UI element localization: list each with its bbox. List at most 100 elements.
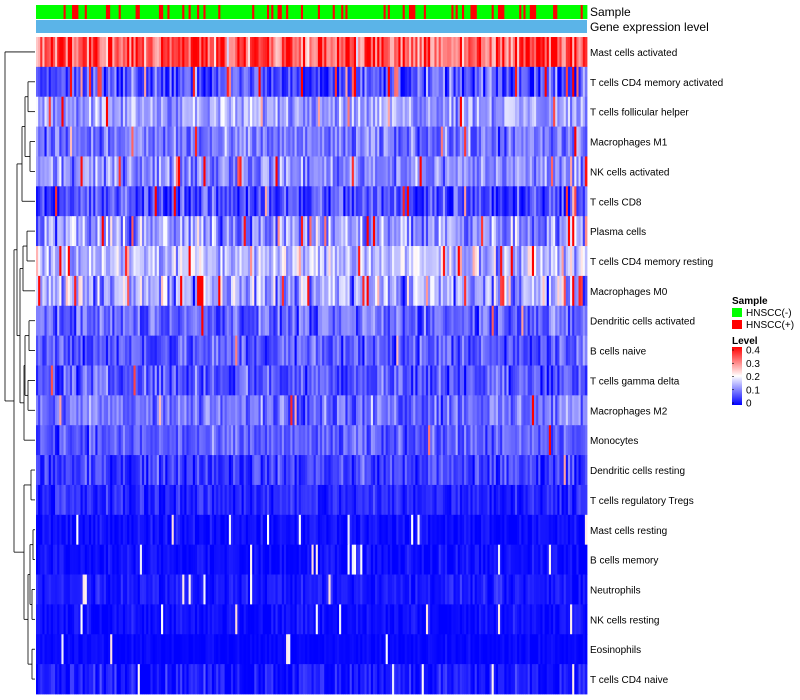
heatmap-cell — [582, 544, 586, 575]
heatmap-cell — [517, 484, 520, 516]
heatmap-cell — [523, 37, 526, 68]
heatmap-cell — [423, 246, 427, 277]
heatmap-cell — [550, 335, 554, 366]
heatmap-cell — [339, 335, 342, 366]
heatmap-cell — [307, 305, 310, 337]
heatmap-cell — [44, 305, 47, 337]
heatmap-cell — [72, 365, 75, 396]
heatmap-cell — [209, 544, 213, 575]
heatmap-cell — [368, 305, 372, 337]
heatmap-cell — [156, 335, 160, 366]
heatmap-cell — [169, 186, 173, 217]
heatmap-cell — [241, 96, 245, 127]
heatmap-cell — [362, 156, 365, 187]
heatmap-cell — [521, 395, 524, 426]
heatmap-cell — [534, 455, 537, 486]
heatmap-cell — [345, 126, 348, 157]
heatmap-cell — [161, 96, 164, 127]
heatmap-cell — [209, 216, 213, 247]
heatmap-cell — [315, 186, 319, 217]
heatmap-cell — [404, 246, 408, 277]
heatmap-cell — [42, 484, 45, 516]
heatmap-cell — [387, 395, 391, 426]
heatmap-cell — [275, 305, 278, 337]
heatmap-cell — [343, 96, 346, 127]
heatmap-cell — [146, 484, 149, 516]
heatmap-cell — [417, 335, 420, 366]
heatmap-cell — [57, 186, 60, 217]
heatmap-cell — [408, 66, 412, 98]
heatmap-cell — [44, 66, 47, 98]
heatmap-cell — [148, 514, 151, 546]
heatmap-cell — [59, 275, 62, 307]
heatmap-cell — [559, 425, 562, 456]
heatmap-cell — [279, 544, 283, 575]
heatmap-cell — [377, 514, 380, 546]
heatmap-cell — [432, 514, 435, 546]
heatmap-cell — [298, 37, 302, 68]
heatmap-cell — [163, 305, 166, 337]
heatmap-cell — [349, 514, 353, 546]
heatmap-cell — [93, 335, 96, 366]
heatmap-cell — [351, 335, 355, 366]
sample-annotation-cell — [423, 5, 427, 19]
heatmap-cell — [510, 186, 514, 217]
heatmap-cell — [163, 425, 166, 456]
heatmap-cell — [402, 395, 406, 426]
heatmap-cell — [95, 66, 98, 98]
heatmap-cell — [294, 484, 298, 516]
heatmap-cell — [529, 395, 533, 426]
heatmap-cell — [103, 37, 107, 68]
heatmap-cell — [180, 335, 183, 366]
sample-annotation-cell — [36, 5, 39, 19]
heatmap-cell — [38, 126, 41, 157]
heatmap-cell — [252, 425, 255, 456]
heatmap-cell — [95, 96, 98, 127]
heatmap-cell — [519, 365, 522, 396]
heatmap-cell — [80, 275, 84, 307]
heatmap-cell — [442, 156, 446, 187]
heatmap-cell — [574, 275, 577, 307]
heatmap-cell — [277, 186, 281, 217]
heatmap-cell — [292, 305, 295, 337]
heatmap-cell — [315, 335, 319, 366]
heatmap-cell — [497, 156, 501, 187]
heatmap-cell — [580, 544, 584, 575]
heatmap-cell — [95, 275, 98, 307]
heatmap-cell — [377, 216, 380, 247]
heatmap-cell — [349, 246, 353, 277]
heatmap-cell — [555, 156, 558, 187]
heatmap-cell — [370, 484, 374, 516]
heatmap-cell — [146, 365, 149, 396]
heatmap-cell — [288, 216, 291, 247]
heatmap-cell — [95, 574, 98, 605]
heatmap-cell — [550, 365, 554, 396]
heatmap-cell — [256, 365, 259, 396]
heatmap-cell — [156, 96, 160, 127]
heatmap-cell — [67, 574, 71, 605]
sample-annotation-cell — [286, 5, 289, 19]
heatmap-cell — [250, 37, 253, 68]
heatmap-cell — [464, 37, 467, 68]
heatmap-cell — [222, 335, 226, 366]
heatmap-cell — [508, 156, 512, 187]
heatmap-cell — [521, 305, 524, 337]
sample-annotation-cell — [156, 5, 160, 19]
heatmap-cell — [332, 455, 336, 486]
sample-annotation-cell — [182, 5, 185, 19]
heatmap-cell — [300, 126, 304, 157]
sample-annotation-cell — [336, 5, 340, 19]
heatmap-cell — [69, 455, 73, 486]
heatmap-cell — [546, 246, 550, 277]
heatmap-cell — [578, 544, 582, 575]
heatmap-cell — [112, 395, 115, 426]
heatmap-cell — [534, 544, 537, 575]
heatmap-cell — [317, 514, 321, 546]
heatmap-cell — [201, 305, 204, 337]
heatmap-cell — [258, 514, 262, 546]
sample-annotation-cell — [279, 5, 283, 19]
heatmap-cell — [239, 365, 242, 396]
heatmap-cell — [447, 246, 450, 277]
heatmap-cell — [275, 37, 278, 68]
heatmap-cell — [184, 455, 187, 486]
